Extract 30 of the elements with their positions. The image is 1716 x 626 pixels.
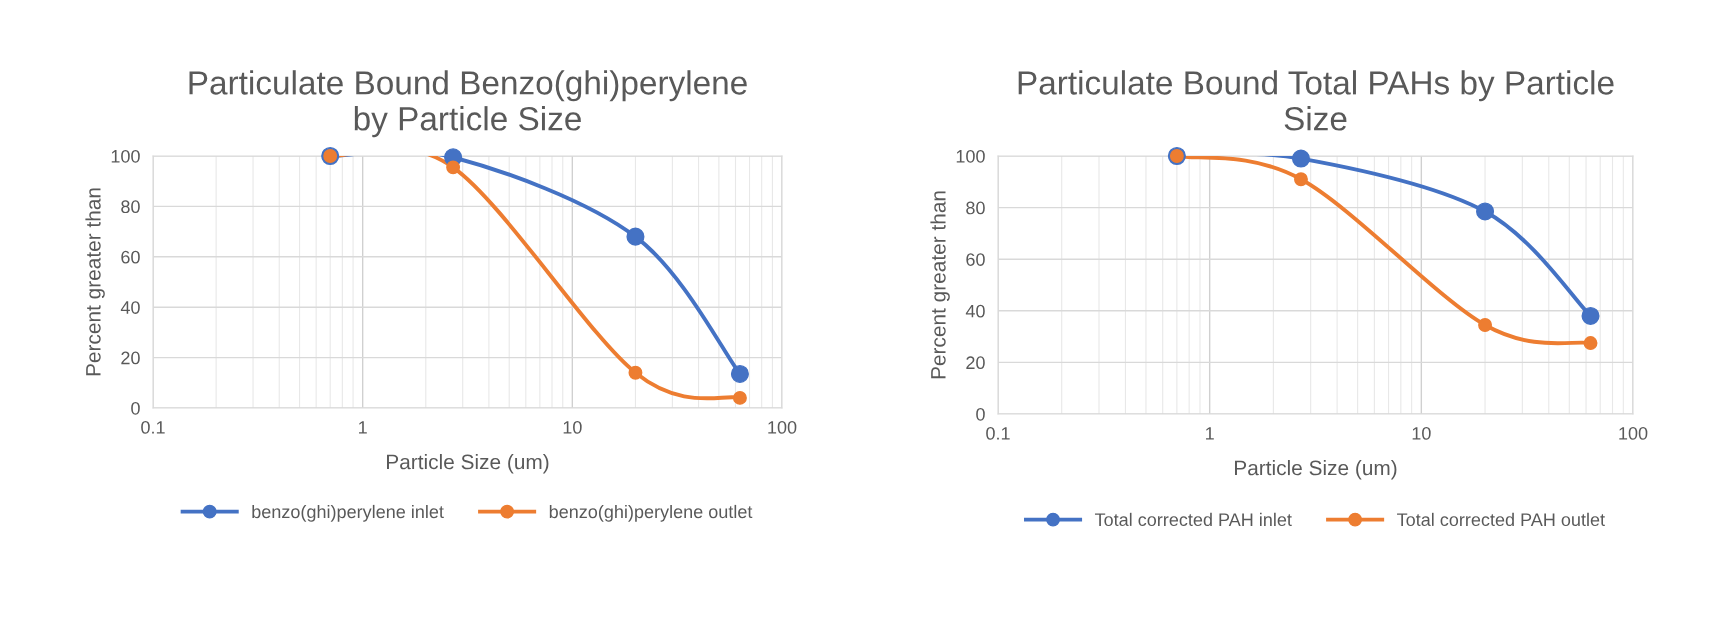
y-tick-label: 40: [120, 301, 140, 314]
x-tick-label: 0.1: [986, 426, 1010, 440]
chart-title: Particulate Bound Benzo(ghi)perylene by Particle Size: [189, 70, 747, 138]
x-tick-label: 1: [1206, 427, 1214, 440]
y-tick-label: 20: [121, 351, 140, 365]
y-tick-label: 100: [956, 149, 985, 163]
x-tick-label: 10: [563, 420, 582, 434]
x-tick-label: 0.1: [141, 420, 165, 434]
x-axis-title: Particle Size (um): [1235, 460, 1397, 480]
y-axis-title: Percent greater than: [930, 191, 950, 379]
y-tick-label: 80: [966, 201, 985, 215]
x-tick-label: 100: [1619, 426, 1648, 440]
legend-label: Total corrected PAH inlet: [1094, 512, 1292, 527]
y-tick-label: 20: [966, 356, 985, 370]
legend-label: benzo(ghi)perylene outlet: [549, 504, 753, 522]
y-tick-label: 0: [131, 401, 140, 415]
chart-title: Particulate Bound Total PAHs by Particle Size: [1018, 70, 1614, 131]
y-tick-label: 40: [965, 304, 985, 318]
x-tick-label: 10: [1412, 426, 1431, 440]
x-tick-label: 100: [768, 420, 797, 434]
y-tick-label: 80: [121, 200, 140, 214]
y-tick-label: 60: [121, 250, 140, 264]
legend-label: benzo(ghi)perylene inlet: [252, 504, 444, 522]
y-axis-title: Percent greater than: [85, 188, 105, 376]
legend-label: Total corrected PAH outlet: [1397, 512, 1605, 527]
x-tick-label: 1: [359, 421, 367, 434]
y-tick-label: 100: [111, 149, 140, 163]
y-tick-label: 0: [976, 407, 985, 421]
x-axis-title: Particle Size (um): [387, 454, 549, 474]
y-tick-label: 60: [966, 253, 985, 266]
